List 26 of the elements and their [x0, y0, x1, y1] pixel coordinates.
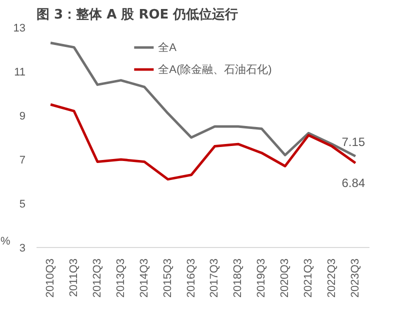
data-label: 6.84	[342, 176, 366, 190]
x-tick-label: 2019Q3	[256, 258, 268, 298]
y-axis-title: %	[0, 236, 10, 248]
y-tick-label: 7	[19, 154, 26, 166]
y-tick-label: 11	[14, 66, 26, 78]
x-tick-label: 2023Q3	[349, 258, 362, 298]
y-tick-label: 9	[19, 110, 26, 122]
y-tick-label: 5	[19, 198, 26, 210]
legend-label: 全A	[158, 40, 178, 54]
x-tick-label: 2016Q3	[185, 258, 198, 298]
y-tick-label: 3	[19, 242, 26, 254]
legend-label: 全A(除金融、石油石化)	[158, 62, 272, 76]
y-tick-label: 13	[13, 22, 26, 34]
x-tick-label: 2011Q3	[68, 258, 80, 297]
x-tick-label: 2018Q3	[232, 258, 244, 298]
x-tick-label: 2012Q3	[91, 258, 104, 298]
x-tick-label: 2013Q3	[114, 258, 127, 298]
data-label: 7.15	[342, 135, 366, 150]
x-tick-label: 2020Q3	[279, 258, 292, 298]
chart-title: 图 3：整体 A 股 ROE 仍低位运行	[36, 6, 238, 22]
x-tick-label: 2015Q3	[162, 258, 174, 298]
x-tick-label: 2017Q3	[208, 258, 221, 298]
x-tick-label: 2014Q3	[138, 258, 150, 298]
x-tick-label: 2010Q3	[44, 258, 57, 298]
x-tick-label: 2021Q3	[302, 258, 315, 298]
x-tick-label: 2022Q3	[326, 258, 338, 298]
